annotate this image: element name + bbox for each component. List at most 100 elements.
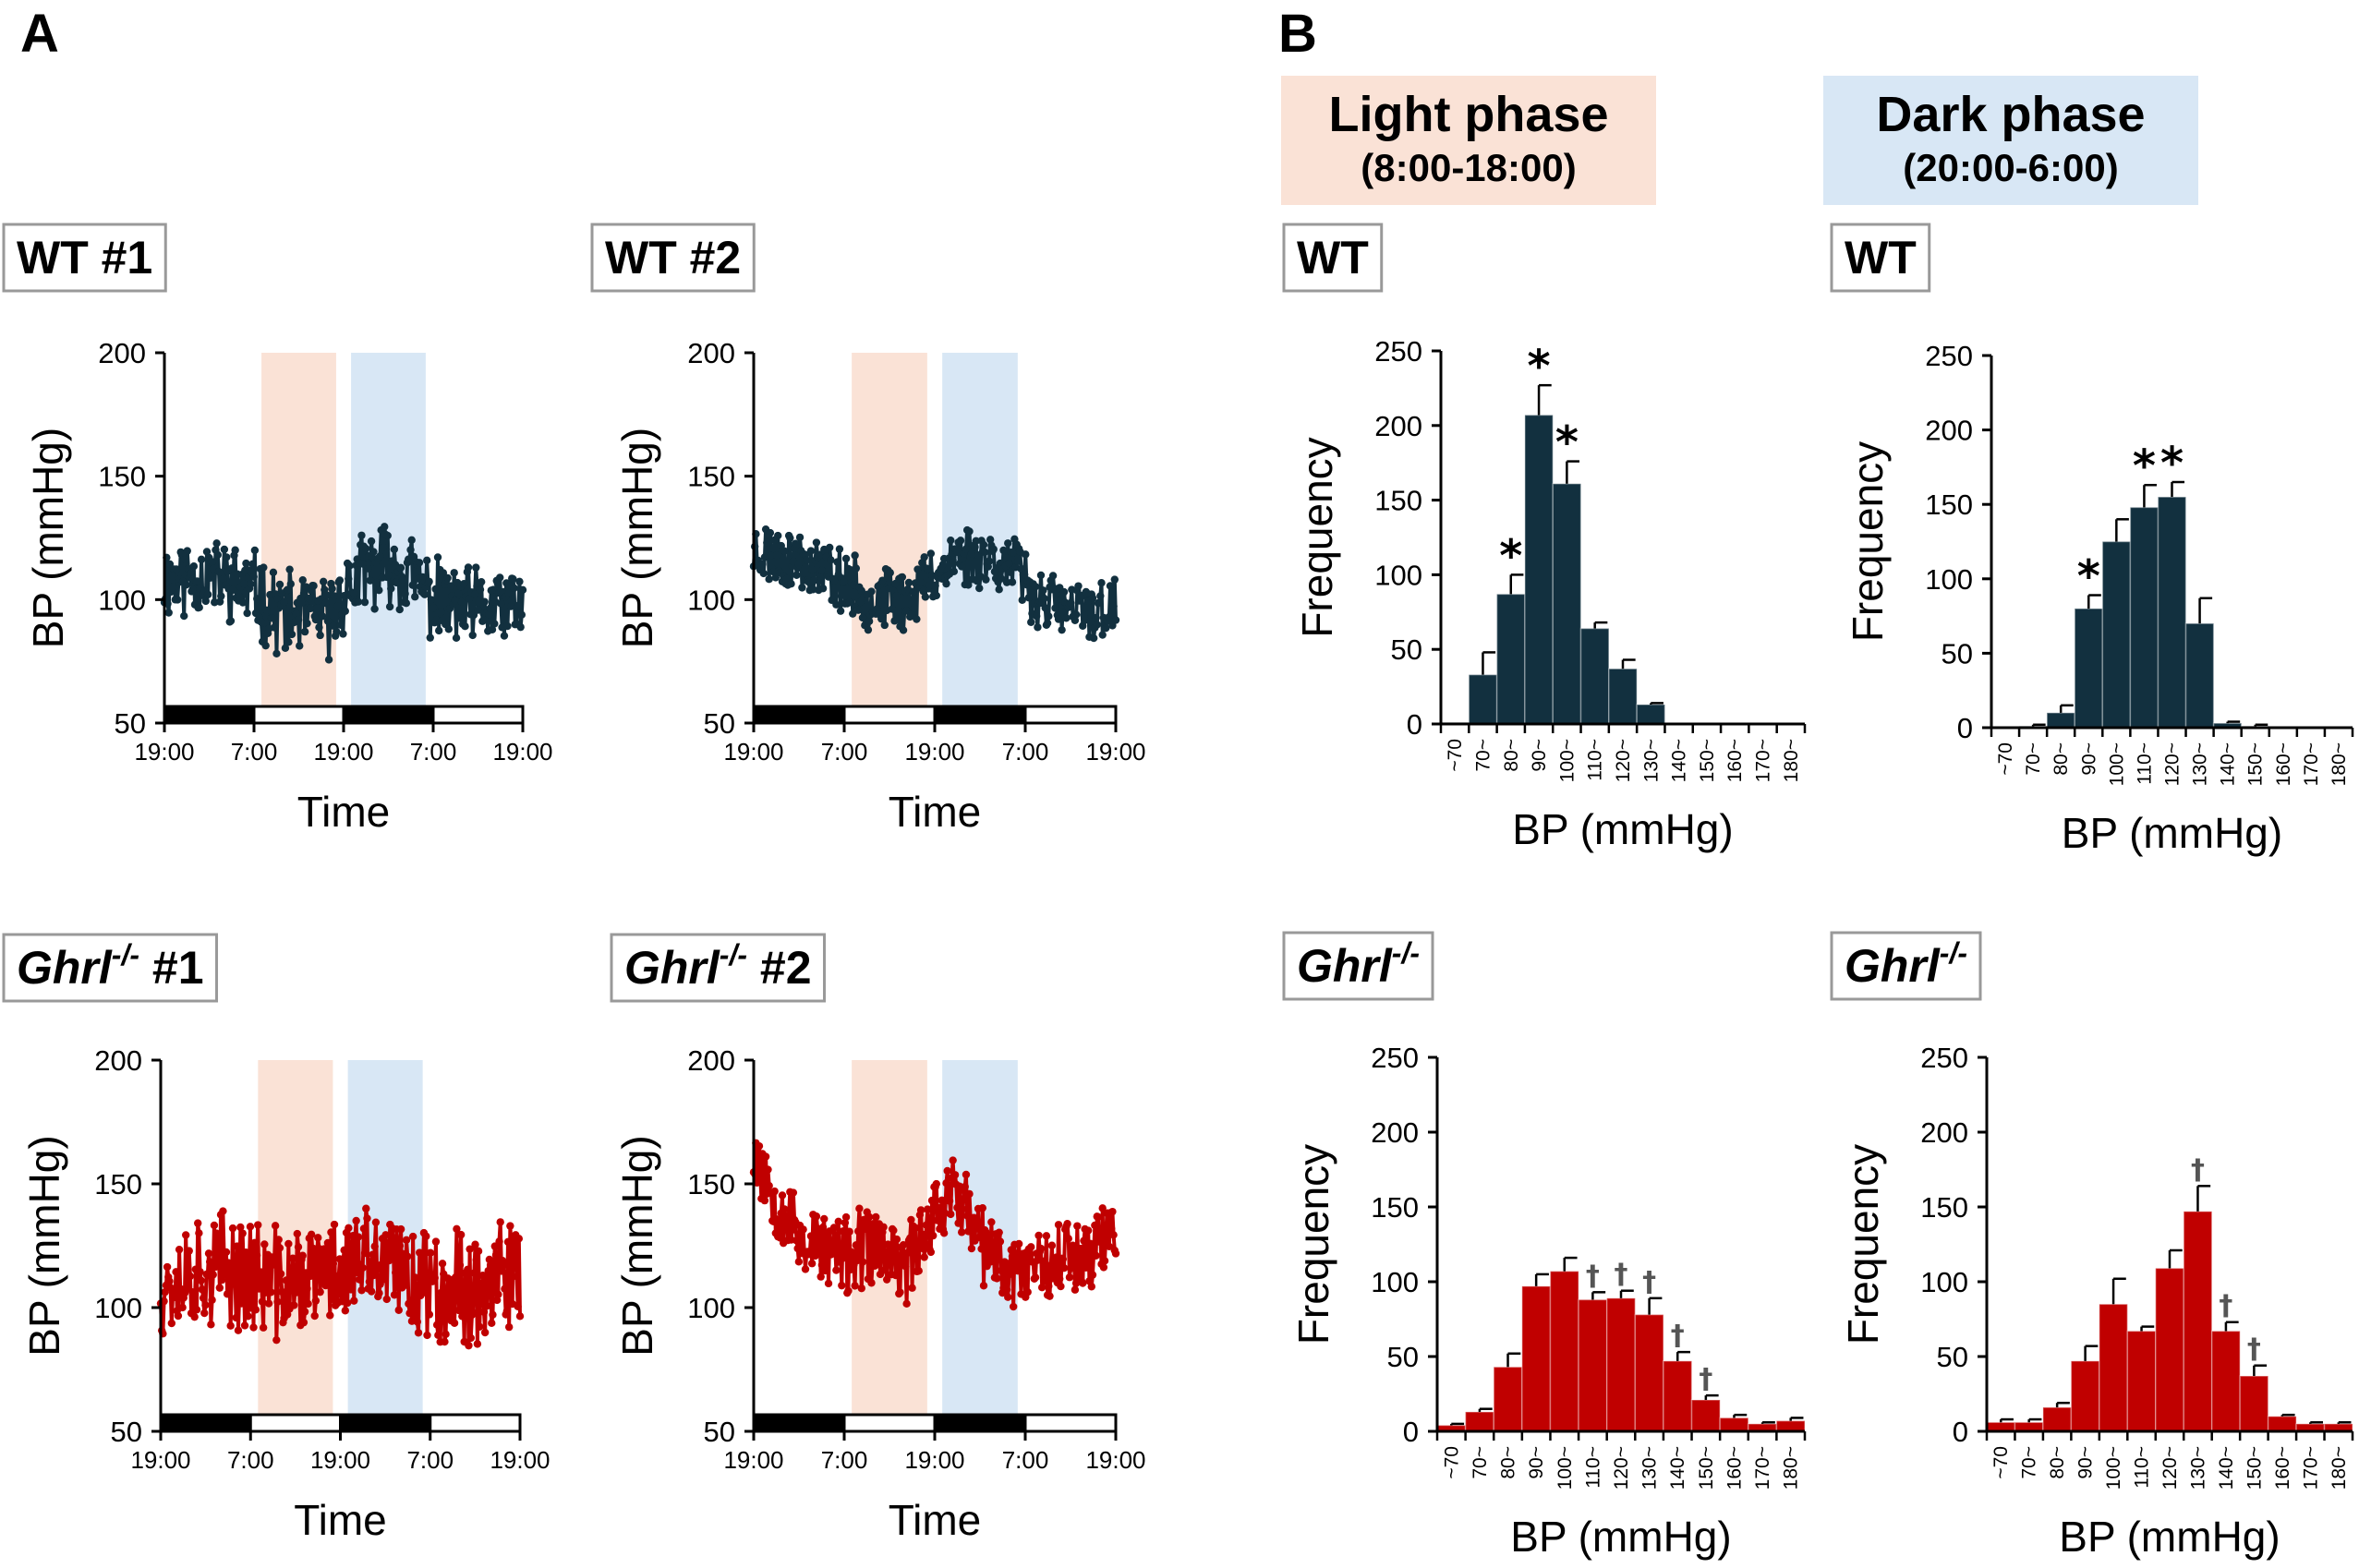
wt2-point	[962, 545, 971, 553]
ko1-point	[309, 1245, 318, 1253]
wt2-point	[1051, 604, 1059, 612]
ko1-point	[242, 1248, 250, 1257]
ko2-point	[1094, 1212, 1103, 1222]
ko1-point	[190, 1312, 199, 1321]
hist-wt-light-category-label: ~70	[1445, 739, 1466, 772]
ko1-point	[413, 1318, 422, 1326]
ko1-point	[218, 1275, 226, 1285]
wt1-point	[336, 621, 345, 629]
ko1-point	[234, 1326, 243, 1334]
ko1-point	[395, 1241, 405, 1250]
ko1-point	[341, 1307, 350, 1315]
wt2-point	[964, 581, 973, 589]
wt1-y-tick-label: 200	[98, 337, 146, 369]
hist-ko-light-bar	[1521, 1285, 1552, 1432]
ko1-point	[185, 1247, 193, 1255]
ko2-point	[815, 1247, 823, 1255]
ko1-point	[359, 1224, 369, 1233]
wt2-point	[1013, 557, 1022, 566]
ko2-point	[1040, 1277, 1048, 1285]
wt1-point	[385, 602, 394, 611]
ko2-point	[942, 1178, 950, 1188]
wt1-point	[248, 560, 257, 569]
ko1-point	[393, 1257, 402, 1265]
wt2-point	[1107, 583, 1116, 591]
wt1-point	[260, 563, 268, 572]
wt2-point	[1062, 614, 1071, 622]
wt1-point	[408, 581, 417, 589]
ko1-point	[381, 1231, 390, 1239]
ko1-point	[387, 1254, 395, 1262]
ko1-point	[206, 1258, 214, 1266]
wt1-point	[311, 615, 321, 624]
ko2-point	[932, 1179, 940, 1188]
ko1-point	[228, 1224, 237, 1233]
wt1-point	[376, 552, 384, 561]
wt1-point	[420, 590, 429, 598]
wt2-point	[792, 539, 800, 548]
ko2-point	[844, 1286, 853, 1296]
ko2-point	[799, 1225, 807, 1234]
ko1-point	[290, 1301, 298, 1309]
ko1-point	[294, 1243, 303, 1251]
wt2-point	[1008, 578, 1017, 586]
wt1-point	[298, 575, 307, 585]
wt2-point	[1074, 582, 1083, 590]
wt2-point	[1093, 621, 1101, 629]
wt2-point	[795, 533, 804, 542]
ko2-point	[987, 1218, 996, 1226]
wt1-point	[242, 559, 250, 568]
hist-ko-dark-category-label: 80~	[2047, 1446, 2068, 1479]
wt2-point	[1097, 578, 1106, 587]
ko1-x-tick-label: 19:00	[310, 1446, 370, 1474]
hist-ko-light-bar	[1605, 1297, 1637, 1432]
hist-ko-light-y-tick-label: 0	[1403, 1416, 1419, 1448]
ko2-y-tick-label: 200	[687, 1044, 735, 1077]
ko1-point	[462, 1305, 471, 1314]
hist-wt-dark-bar	[2184, 622, 2215, 729]
hist-ko-dark-bar	[2267, 1416, 2297, 1432]
ko2-point	[1111, 1249, 1120, 1258]
wt2-x-tick-label: 7:00	[1002, 738, 1049, 766]
ko2-point	[1098, 1204, 1107, 1212]
ko2-point	[914, 1267, 923, 1275]
hist-wt-dark-y-tick-label: 200	[1925, 415, 1973, 447]
ko1-point	[408, 1232, 417, 1241]
hist-wt-light-category-label: 110~	[1585, 739, 1606, 781]
ko2-point	[817, 1260, 827, 1270]
ko2-point	[1018, 1259, 1026, 1267]
wt1-point	[433, 553, 442, 561]
wt1-point	[496, 573, 504, 582]
ko2-x-axis-label: Time	[889, 1496, 982, 1544]
ko1-y-tick-label: 200	[94, 1044, 142, 1077]
hist-wt-light-y-axis-label: Frequency	[1293, 437, 1341, 637]
wt1-point	[300, 627, 309, 636]
wt2-point	[841, 554, 851, 563]
ko1-point	[273, 1297, 282, 1306]
wt1-point	[475, 597, 484, 607]
ko2-point	[812, 1212, 821, 1221]
wt2-point	[947, 536, 955, 545]
hist-wt-light-category-label: 70~	[1472, 739, 1494, 772]
hist-wt-dark-significance-asterisk: *	[2133, 440, 2156, 492]
wt1-point	[333, 627, 341, 636]
wt1-point	[322, 591, 331, 599]
ko2-point	[1108, 1207, 1117, 1216]
ko1-point	[510, 1254, 519, 1263]
wt2-x-tick-label: 7:00	[821, 738, 868, 766]
ko1-point	[500, 1260, 508, 1270]
ko1-point	[222, 1248, 231, 1257]
ko2-point	[985, 1234, 994, 1242]
ko1-point	[310, 1311, 319, 1321]
wt1-point	[452, 633, 461, 643]
ko2-point	[807, 1260, 817, 1268]
ko1-point	[246, 1223, 255, 1231]
ko2-point	[996, 1237, 1005, 1246]
wt1-point	[246, 580, 255, 588]
ko1-point	[422, 1232, 430, 1240]
wt2-point	[1020, 570, 1029, 579]
ko1-point	[479, 1308, 489, 1316]
hist-wt-dark-y-tick-label: 100	[1925, 563, 1973, 596]
wt1-point	[390, 545, 399, 554]
wt2-point	[971, 543, 979, 551]
